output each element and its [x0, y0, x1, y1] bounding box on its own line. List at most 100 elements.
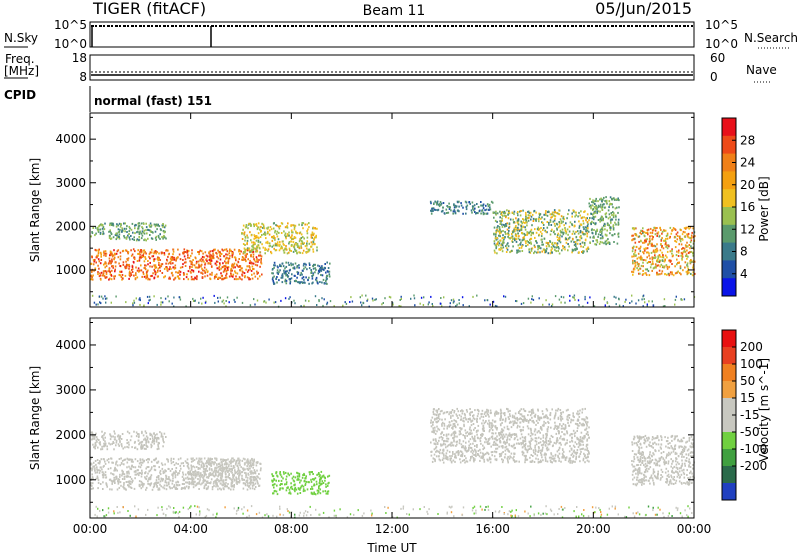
- data-cell: [485, 205, 487, 207]
- data-cell: [234, 249, 236, 251]
- data-cell: [642, 262, 644, 264]
- data-cell: [294, 488, 296, 490]
- data-cell: [285, 245, 287, 247]
- data-cell: [633, 271, 635, 273]
- data-cell: [206, 465, 208, 467]
- data-cell: [543, 224, 545, 226]
- data-cell: [213, 481, 215, 483]
- data-cell: [245, 474, 247, 476]
- data-cell: [246, 243, 248, 245]
- data-cell: [219, 269, 221, 271]
- freq-label-bottom: [MHz]: [4, 64, 39, 78]
- data-cell: [113, 249, 115, 251]
- data-cell: [682, 269, 684, 271]
- data-cell: [143, 439, 145, 441]
- data-cell: [183, 478, 185, 480]
- data-cell: [310, 272, 312, 274]
- data-cell: [120, 255, 122, 257]
- data-cell: [207, 482, 209, 484]
- data-cell: [323, 482, 325, 484]
- data-cell: [227, 269, 229, 271]
- data-cell: [640, 246, 642, 248]
- data-cell: [463, 304, 464, 306]
- data-cell: [526, 234, 528, 236]
- data-cell: [316, 280, 318, 282]
- data-cell: [263, 247, 265, 249]
- data-cell: [91, 256, 93, 258]
- data-cell: [113, 448, 115, 450]
- data-cell: [575, 214, 577, 216]
- data-cell: [214, 468, 216, 470]
- data-cell: [242, 302, 243, 304]
- data-cell: [163, 470, 165, 472]
- data-cell: [135, 458, 137, 460]
- data-cell: [653, 227, 655, 229]
- data-cell: [153, 432, 155, 434]
- data-cell: [569, 300, 570, 302]
- data-cell: [325, 280, 327, 282]
- data-cell: [523, 226, 525, 228]
- data-cell: [472, 438, 474, 440]
- nsky-panel: [90, 22, 694, 47]
- data-cell: [208, 473, 210, 475]
- data-cell: [245, 472, 247, 474]
- data-cell: [314, 264, 316, 266]
- data-cell: [111, 302, 112, 304]
- data-cell: [572, 233, 574, 235]
- data-cell: [230, 465, 232, 467]
- data-cell: [215, 474, 217, 476]
- data-cell: [585, 233, 587, 235]
- data-cell: [521, 303, 522, 305]
- data-cell: [141, 472, 143, 474]
- data-cell: [286, 280, 288, 282]
- data-cell: [100, 256, 102, 258]
- data-cell: [197, 478, 199, 480]
- data-cell: [113, 236, 115, 238]
- data-cell: [142, 230, 144, 232]
- data-cell: [167, 485, 169, 487]
- data-cell: [211, 469, 213, 471]
- data-cell: [453, 203, 455, 205]
- data-cell: [546, 242, 548, 244]
- data-cell: [279, 228, 281, 230]
- data-cell: [166, 476, 168, 478]
- data-cell: [329, 273, 331, 275]
- data-cell: [495, 247, 497, 249]
- data-cell: [306, 248, 308, 250]
- data-cell: [643, 252, 645, 254]
- data-cell: [516, 460, 518, 462]
- data-cell: [144, 260, 146, 262]
- data-cell: [240, 251, 242, 253]
- data-cell: [531, 216, 533, 218]
- data-cell: [428, 301, 429, 303]
- data-cell: [253, 476, 255, 478]
- data-cell: [528, 232, 530, 234]
- data-cell: [202, 277, 204, 279]
- data-cell: [545, 444, 547, 446]
- data-cell: [632, 250, 634, 252]
- data-cell: [113, 430, 115, 432]
- data-cell: [260, 467, 262, 469]
- data-cell: [175, 488, 177, 490]
- data-cell: [548, 224, 550, 226]
- data-cell: [190, 272, 192, 274]
- data-cell: [478, 206, 480, 208]
- data-cell: [376, 298, 377, 300]
- data-cell: [676, 272, 678, 274]
- data-cell: [643, 273, 645, 275]
- data-cell: [539, 251, 541, 253]
- data-cell: [157, 448, 159, 450]
- data-cell: [517, 230, 519, 232]
- data-cell: [257, 264, 259, 266]
- data-cell: [651, 270, 653, 272]
- data-cell: [667, 268, 669, 270]
- data-cell: [172, 274, 174, 276]
- data-cell: [685, 261, 687, 263]
- data-cell: [565, 222, 567, 224]
- data-cell: [103, 264, 105, 266]
- data-cell: [169, 486, 171, 488]
- data-cell: [655, 266, 657, 268]
- data-cell: [128, 264, 130, 266]
- data-cell: [123, 463, 125, 465]
- data-cell: [273, 228, 275, 230]
